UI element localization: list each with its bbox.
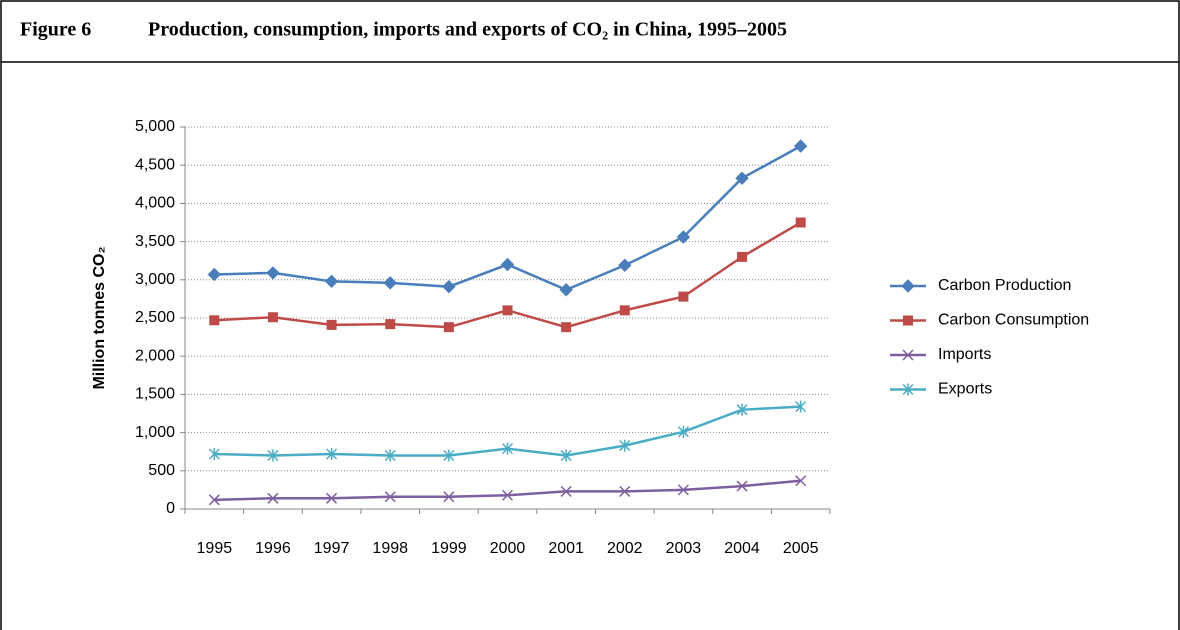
marker: [207, 267, 222, 282]
marker: [266, 266, 280, 280]
marker: [795, 400, 807, 413]
series-line: [214, 479, 801, 502]
marker: [384, 449, 396, 462]
marker: [560, 485, 572, 497]
legend-label: Exports: [938, 381, 992, 398]
y-tick-label: 500: [148, 462, 175, 479]
marker: [735, 171, 749, 185]
marker: [618, 258, 632, 272]
marker: [795, 217, 806, 228]
marker: [560, 449, 572, 462]
marker: [676, 230, 691, 244]
y-tick-label: 1,000: [135, 424, 175, 441]
marker: [208, 447, 220, 460]
y-tick-label: 2,500: [135, 309, 175, 326]
marker: [559, 283, 573, 297]
marker: [501, 442, 514, 455]
x-tick-label: 2002: [607, 540, 643, 557]
marker: [384, 491, 396, 503]
marker: [901, 279, 915, 293]
y-tick-label: 3,000: [135, 271, 175, 288]
legend-label: Carbon Production: [938, 277, 1071, 294]
marker: [267, 492, 279, 504]
marker: [561, 322, 572, 333]
x-tick-label: 1999: [431, 540, 467, 557]
marker: [326, 447, 338, 460]
marker: [678, 291, 689, 302]
x-tick-label: 2000: [490, 540, 526, 557]
marker: [619, 305, 630, 316]
y-tick-label: 3,500: [135, 233, 175, 250]
marker: [326, 319, 337, 330]
marker: [902, 349, 914, 361]
y-tick-label: 5,000: [135, 118, 175, 135]
marker: [793, 139, 808, 153]
y-tick-label: 4,000: [135, 195, 175, 212]
x-tick-label: 2004: [724, 540, 760, 557]
y-tick-label: 4,500: [135, 156, 175, 173]
x-tick-label: 1995: [197, 540, 233, 557]
x-tick-label: 1998: [372, 540, 408, 557]
marker: [443, 449, 455, 462]
marker: [677, 425, 689, 438]
marker: [500, 257, 515, 272]
figure-label: Figure 6: [20, 19, 91, 41]
marker: [267, 312, 278, 323]
marker: [326, 492, 338, 504]
marker: [209, 315, 220, 326]
marker: [903, 315, 913, 326]
y-tick-label: 1,500: [135, 386, 175, 403]
y-axis-label: Million tonnes CO₂: [91, 246, 108, 389]
marker: [619, 485, 631, 497]
marker: [677, 484, 689, 496]
marker: [736, 480, 748, 492]
legend-label: Imports: [938, 346, 991, 363]
marker: [902, 383, 914, 396]
y-tick-label: 2,000: [135, 347, 175, 364]
x-tick-label: 2005: [783, 540, 819, 557]
marker: [737, 251, 748, 262]
x-tick-label: 1996: [255, 540, 291, 557]
x-tick-label: 2001: [548, 540, 584, 557]
marker: [736, 403, 748, 416]
marker: [795, 475, 807, 487]
x-tick-label: 2003: [666, 540, 702, 557]
marker: [385, 319, 396, 330]
marker: [324, 274, 339, 289]
x-tick-label: 1997: [314, 540, 350, 557]
marker: [502, 305, 513, 316]
legend-label: Carbon Consumption: [938, 312, 1089, 329]
marker: [619, 439, 631, 452]
marker: [208, 494, 220, 506]
chart-title: Production, consumption, imports and exp…: [148, 19, 787, 41]
marker: [501, 489, 514, 501]
marker: [443, 322, 454, 333]
marker: [267, 449, 279, 462]
marker: [442, 279, 456, 294]
marker: [443, 491, 455, 503]
y-tick-label: 0: [166, 500, 175, 517]
marker: [383, 276, 397, 290]
